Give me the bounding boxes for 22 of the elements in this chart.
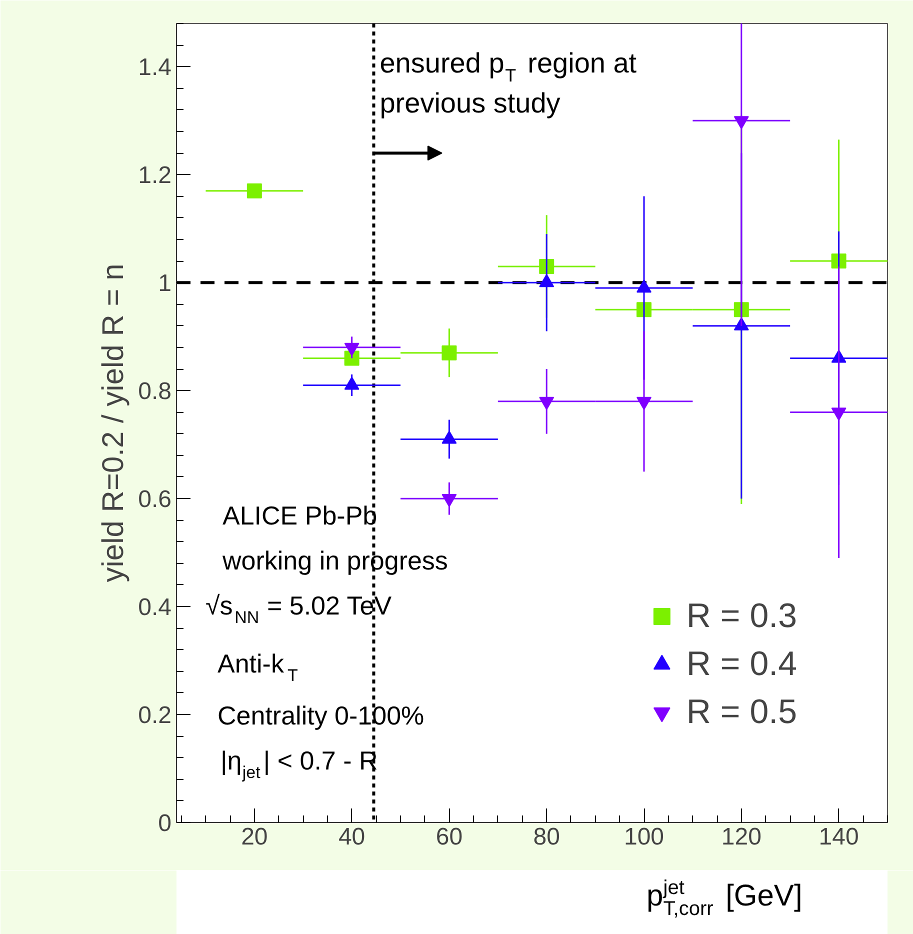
x-tick-label: 120 bbox=[721, 824, 762, 850]
x-tick-label: 80 bbox=[533, 824, 560, 850]
y-tick-label: 1.2 bbox=[138, 162, 172, 190]
legend-label: R = 0.4 bbox=[686, 644, 797, 684]
annotation: ALICE Pb-Pb bbox=[222, 500, 378, 530]
annotation: working in progress bbox=[222, 546, 448, 576]
y-tick-label: 1 bbox=[158, 270, 172, 298]
y-tick-label: 0 bbox=[158, 810, 172, 837]
legend-label: R = 0.3 bbox=[686, 596, 797, 636]
y-tick-label: 0.6 bbox=[138, 486, 172, 514]
y-tick-label: 0.2 bbox=[138, 702, 172, 730]
legend-label: R = 0.5 bbox=[686, 692, 797, 732]
y-tick-label: 1.4 bbox=[138, 54, 172, 82]
x-tick-label: 100 bbox=[624, 824, 664, 850]
x-tick-label: 60 bbox=[436, 824, 463, 850]
y-axis-title: yield R=0.2 / yield R = n bbox=[97, 264, 130, 582]
y-tick-label: 0.4 bbox=[138, 594, 172, 622]
x-tick-label: 140 bbox=[818, 824, 859, 850]
y-tick-label: 0.8 bbox=[138, 378, 172, 406]
x-tick-label: 40 bbox=[338, 824, 366, 850]
x-tick-label: 20 bbox=[241, 824, 268, 850]
annotation: Centrality 0-100% bbox=[218, 700, 424, 730]
